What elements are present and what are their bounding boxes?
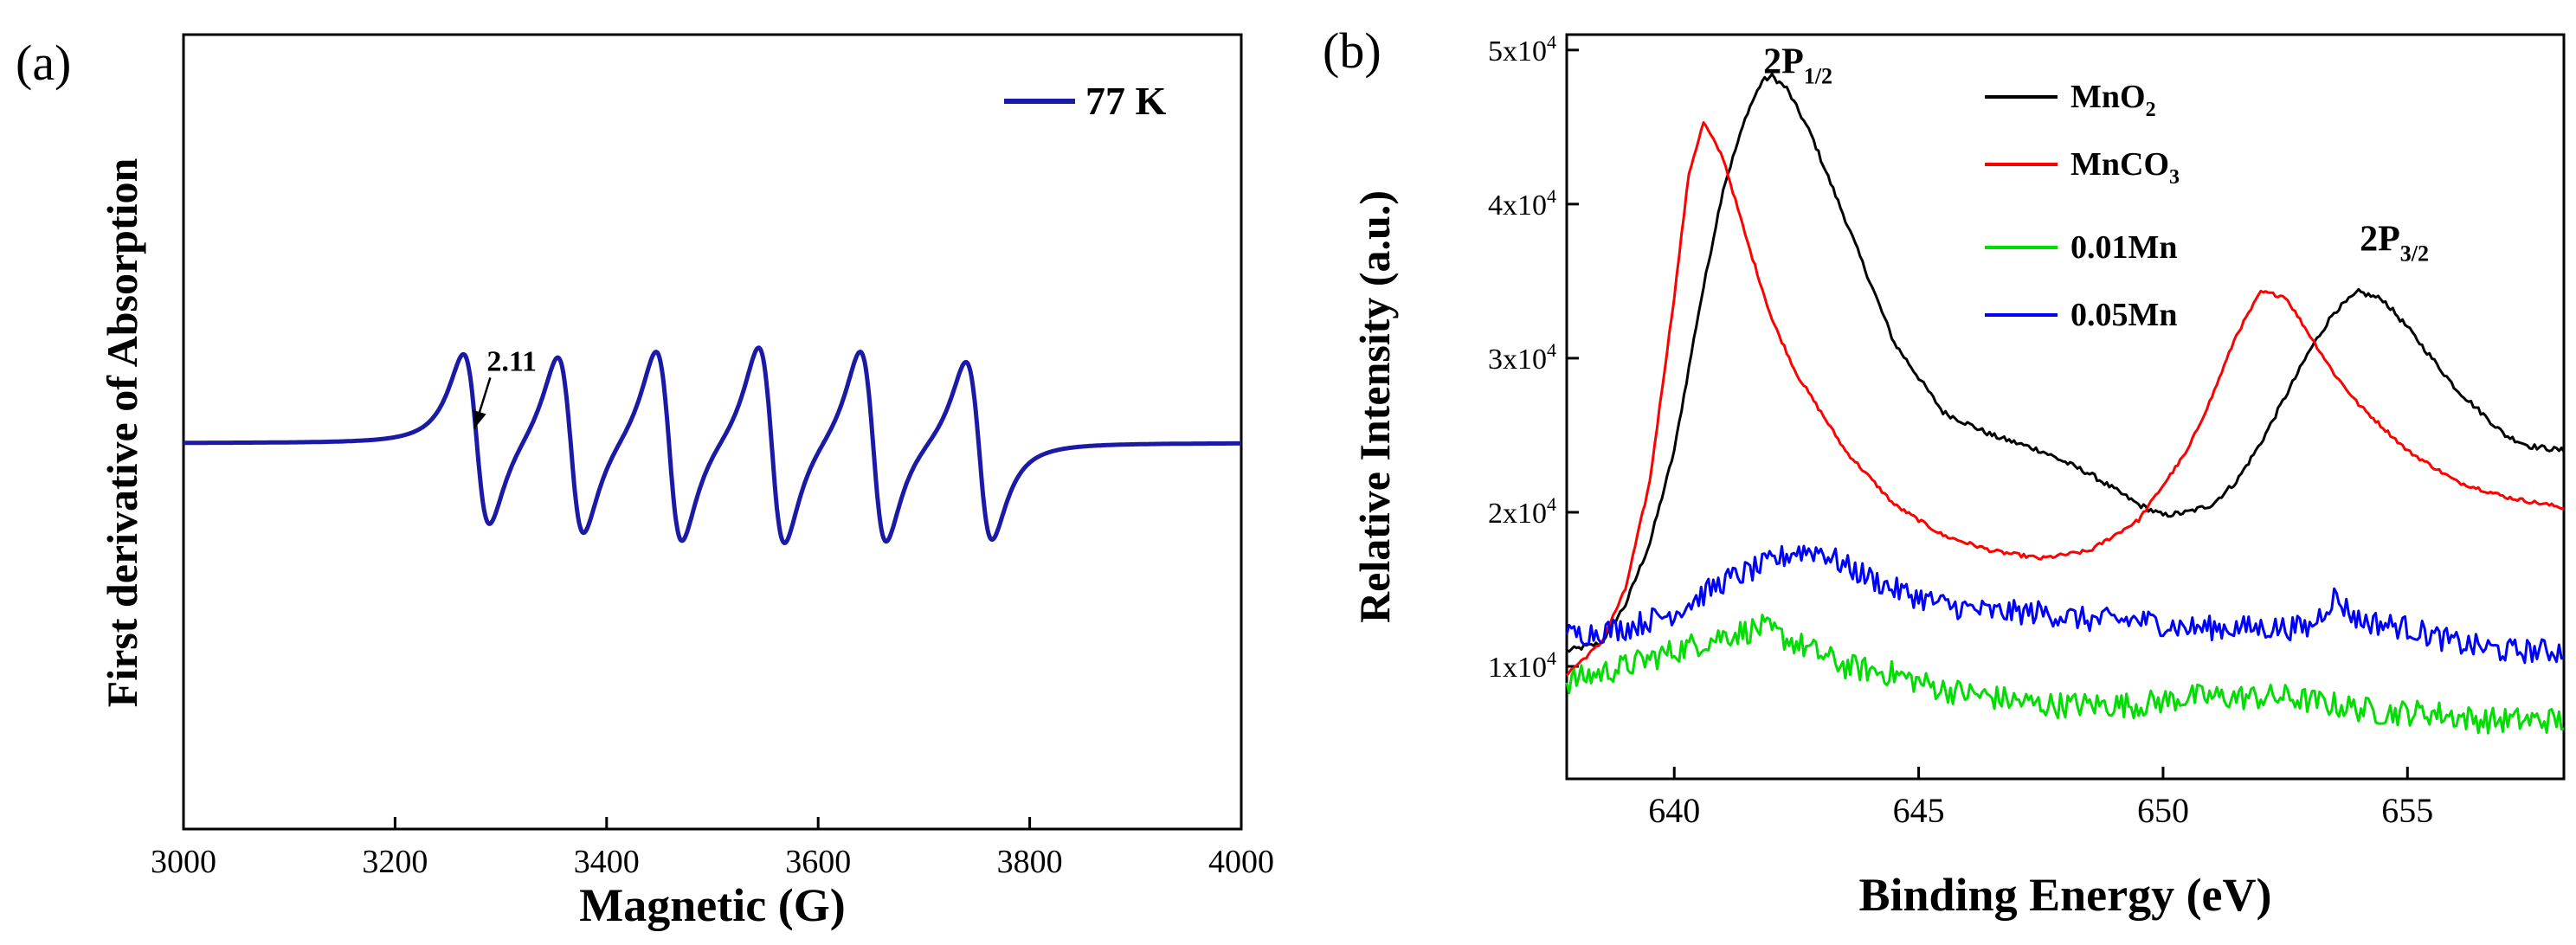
legend-label-mnco3: MnCO3 — [2070, 146, 2180, 189]
legend-label-77K: 77 K — [1085, 79, 1167, 123]
peak-label-2p-half: 2P1/2 — [1763, 42, 1832, 89]
legend-label-005mn: 0.05Mn — [2070, 297, 2178, 333]
x-axis-label-a: Magnetic (G) — [579, 879, 845, 931]
svg-text:2P1/2: 2P1/2 — [1763, 42, 1832, 89]
y-axis-label-a: First derivative of Absorption — [98, 158, 146, 707]
y-tick-label-b: 3x104 — [1488, 339, 1556, 376]
x-tick-label-a: 4000 — [1208, 844, 1274, 880]
chart-a: (a) 3000 3200 3400 3600 3800 4000 2.11 77 K M… — [16, 33, 1274, 931]
y-tick-label-b: 5x104 — [1488, 31, 1556, 68]
series-line-mno — [1566, 73, 2566, 653]
x-tick-label-a: 3400 — [574, 844, 640, 880]
series-line-001mn — [1565, 614, 2565, 735]
y-axis-ticks-b: 1x104 2x104 3x104 4x104 5x104 — [1488, 31, 1579, 684]
x-tick-label-a: 3200 — [362, 844, 428, 880]
x-tick-label-a: 3800 — [997, 844, 1063, 880]
panel-label-a: (a) — [16, 35, 71, 91]
series-line-005mn — [1565, 544, 2565, 665]
y-tick-label-b: 4x104 — [1488, 185, 1556, 222]
g-value-arrow-head — [473, 409, 486, 429]
peak-label-2p-three-half: 2P3/2 — [2360, 219, 2429, 266]
x-axis-ticks-b: 640 645 650 655 — [1648, 767, 2433, 830]
chart-b: (b) 640 645 650 655 1x104 2x104 3x104 4x104 5x1… — [1323, 22, 2566, 921]
x-tick-label-a: 3000 — [151, 844, 216, 880]
x-tick-label-b: 640 — [1648, 791, 1700, 830]
x-axis-ticks-a: 3000 3200 3400 3600 3800 4000 — [151, 817, 1274, 880]
panel-label-b: (b) — [1323, 22, 1381, 79]
plot-frame-a — [182, 33, 1243, 831]
x-tick-label-b: 645 — [1893, 791, 1945, 830]
legend-label-001mn: 0.01Mn — [2070, 229, 2178, 266]
x-tick-label-a: 3600 — [785, 844, 851, 880]
series-line-mnco — [1565, 121, 2565, 677]
plot-frame-b — [1565, 33, 2566, 781]
x-tick-label-b: 650 — [2137, 791, 2189, 830]
series-line-77K — [182, 345, 1243, 545]
svg-text:2P3/2: 2P3/2 — [2360, 219, 2429, 266]
legend-b: MnO2 MnCO3 0.01Mn 0.05Mn — [1985, 79, 2180, 333]
x-axis-label-b: Binding Energy (eV) — [1858, 869, 2271, 921]
y-tick-label-b: 1x104 — [1488, 647, 1556, 684]
legend-label-mno2: MnO2 — [2070, 79, 2156, 121]
series-lines-b — [1565, 73, 2566, 735]
x-tick-label-b: 655 — [2381, 791, 2433, 830]
y-tick-label-b: 2x104 — [1488, 493, 1556, 530]
g-value-annotation: 2.11 — [486, 345, 537, 377]
y-axis-label-b: Relative Intensity (a.u.) — [1350, 190, 1399, 623]
